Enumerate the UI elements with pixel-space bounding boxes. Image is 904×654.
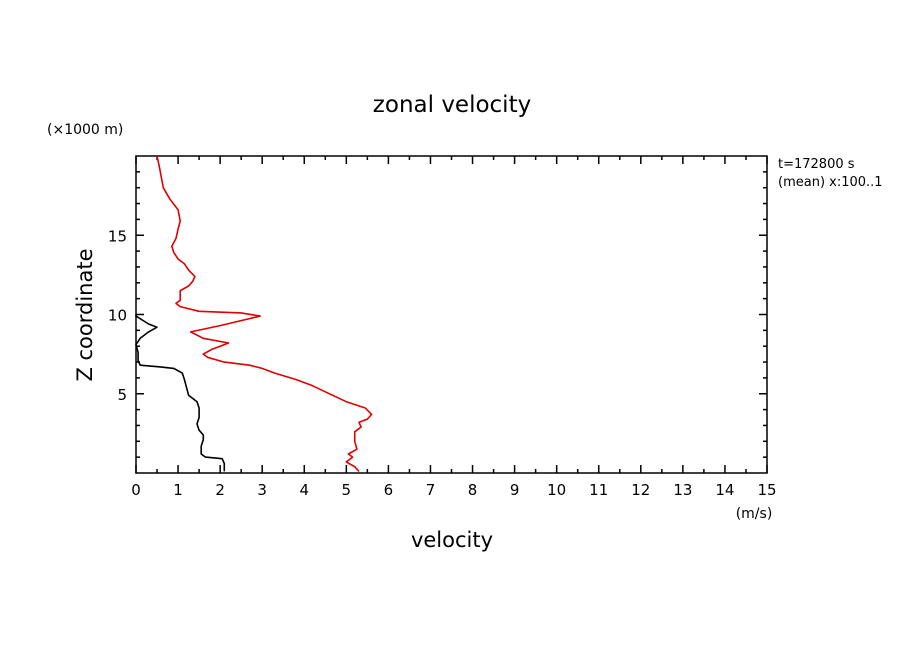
y-tick-label: 10 — [108, 307, 127, 325]
series-line-2 — [156, 155, 373, 472]
x-tick-label: 13 — [673, 481, 692, 499]
x-tick-label: 11 — [589, 481, 608, 499]
x-axis-label: velocity — [411, 528, 493, 552]
x-tick-label: 1 — [173, 481, 183, 499]
x-tick-label: 6 — [384, 481, 394, 499]
x-tick-label: 2 — [215, 481, 225, 499]
chart-title: zonal velocity — [373, 92, 531, 118]
x-tick-label: 12 — [631, 481, 650, 499]
x-unit-label: (m/s) — [736, 506, 773, 522]
y-tick-label: 15 — [108, 227, 127, 245]
y-unit-label: (×1000 m) — [47, 122, 123, 138]
x-tick-label: 4 — [299, 481, 309, 499]
series-line-1 — [135, 314, 226, 472]
x-tick-label: 15 — [757, 481, 776, 499]
x-tick-label: 5 — [342, 481, 352, 499]
x-tick-label: 9 — [510, 481, 520, 499]
x-tick-label: 10 — [547, 481, 566, 499]
x-tick-label: 0 — [131, 481, 141, 499]
annotation-mean: (mean) x:100..1 — [778, 175, 883, 190]
x-tick-label: 7 — [426, 481, 436, 499]
x-tick-label: 3 — [257, 481, 267, 499]
plot-frame — [135, 155, 768, 474]
x-tick-label: 8 — [468, 481, 478, 499]
x-tick-label: 14 — [715, 481, 734, 499]
y-axis-label: Z coordinate — [73, 248, 97, 381]
series-group — [135, 155, 373, 472]
annotation-time: t=172800 s — [778, 157, 855, 172]
y-tick-label: 5 — [117, 386, 127, 404]
